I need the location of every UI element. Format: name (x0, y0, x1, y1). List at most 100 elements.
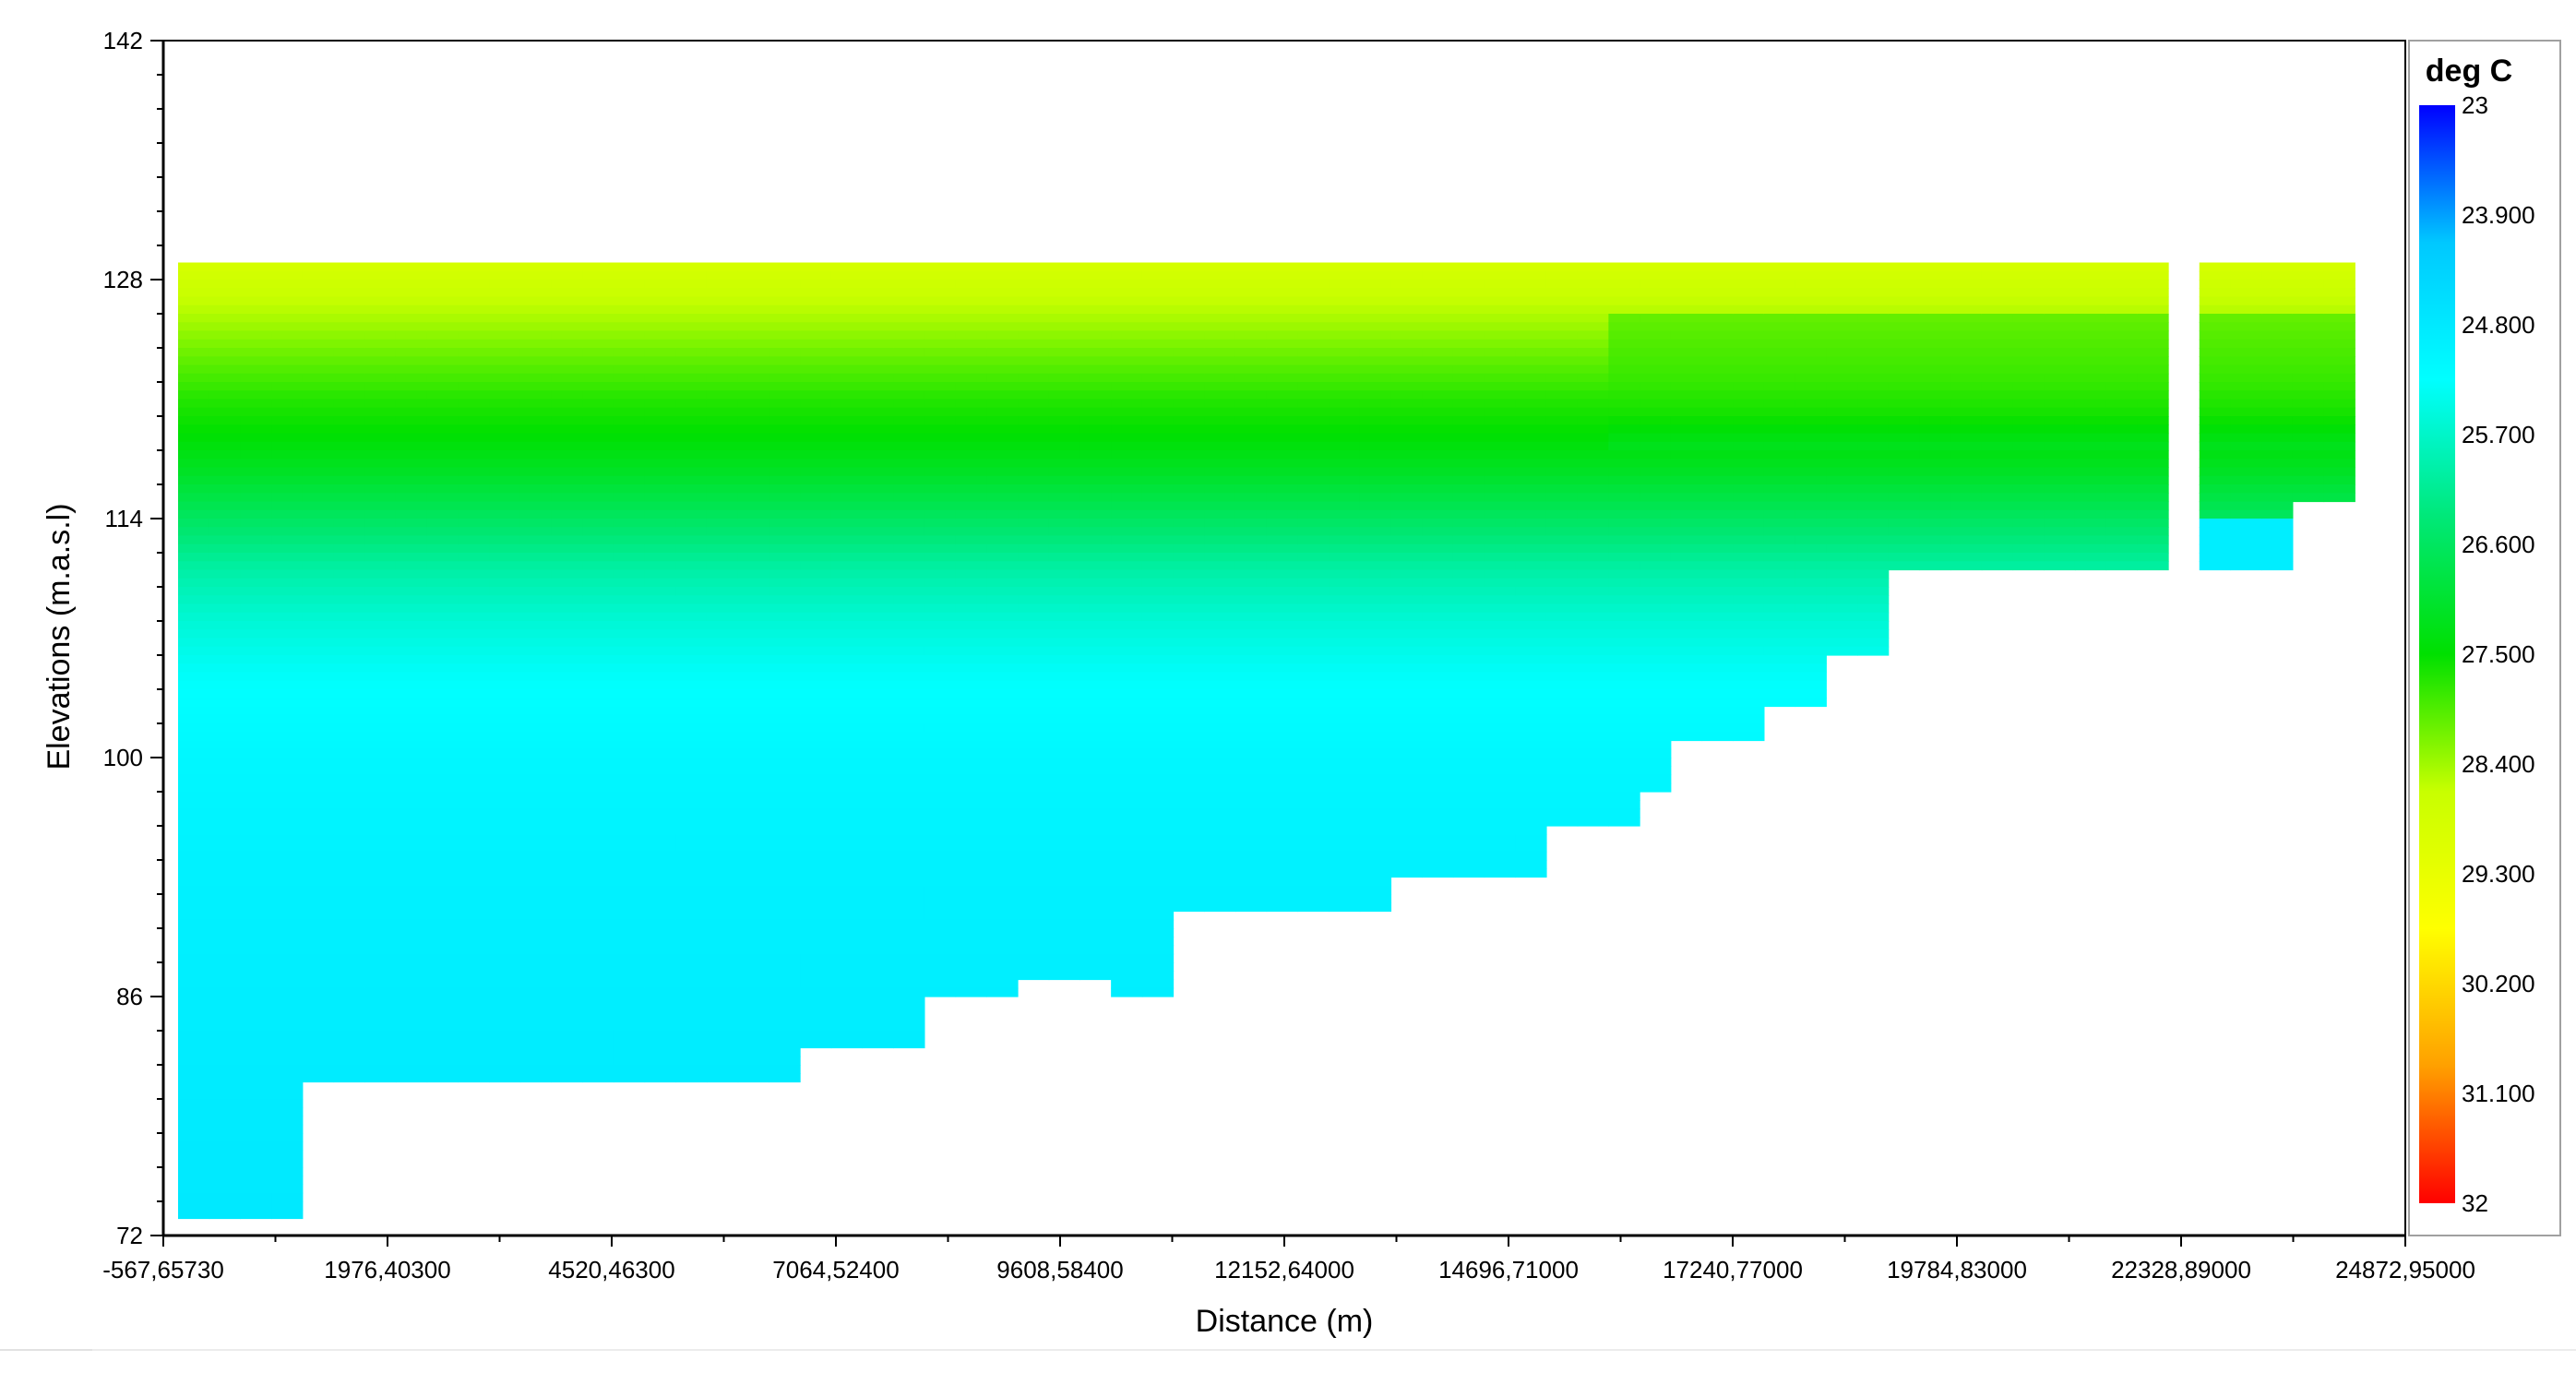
heatmap-cell (675, 441, 708, 451)
heatmap-cell (1919, 450, 1951, 460)
heatmap-cell (862, 364, 894, 375)
heatmap-cell (178, 680, 210, 690)
heatmap-cell (986, 808, 1019, 818)
heatmap-cell (955, 655, 987, 664)
heatmap-cell (178, 1013, 210, 1023)
heatmap-cell (1452, 270, 1485, 281)
heatmap-cell (1329, 348, 1361, 357)
heatmap-cell (2012, 441, 2045, 451)
heatmap-cell (426, 519, 459, 528)
heatmap-cell (178, 1150, 210, 1160)
heatmap-cell (613, 868, 646, 878)
heatmap-cell (551, 885, 583, 895)
heatmap-cell (1640, 758, 1672, 767)
heatmap-cell (458, 689, 490, 698)
heatmap-cell (1701, 373, 1734, 383)
heatmap-cell (1763, 450, 1796, 460)
heatmap-cell (1111, 587, 1143, 596)
heatmap-cell (489, 561, 521, 571)
heatmap-cell (489, 629, 521, 639)
heatmap-cell (333, 501, 365, 511)
heatmap-cell (706, 655, 739, 664)
heatmap-cell (955, 407, 987, 417)
heatmap-cell (1173, 766, 1205, 776)
heatmap-cell (1111, 399, 1143, 409)
heatmap-cell (271, 629, 304, 639)
heatmap-cell (1701, 732, 1734, 742)
heatmap-cell (924, 339, 957, 349)
heatmap-cell (240, 621, 272, 630)
heatmap-cell (1111, 382, 1143, 391)
heatmap-cell (2044, 288, 2076, 298)
heatmap-cell (489, 877, 521, 887)
heatmap-cell (519, 817, 553, 827)
heatmap-cell (1515, 441, 1547, 451)
heatmap-cell (209, 928, 242, 937)
heatmap-cell (800, 860, 832, 869)
heatmap-cell (209, 475, 242, 485)
heatmap-cell (644, 527, 676, 537)
heatmap-cell (1048, 262, 1081, 272)
heatmap-cell (2044, 553, 2076, 562)
heatmap-cell (1329, 322, 1361, 332)
heatmap-cell (1701, 714, 1734, 724)
heatmap-cell (395, 971, 428, 981)
heatmap-cell (1422, 782, 1454, 793)
heatmap-cell (519, 348, 553, 357)
heatmap-cell (1141, 330, 1175, 340)
heatmap-cell (1577, 314, 1609, 323)
heatmap-cell (240, 1005, 272, 1015)
heatmap-cell (706, 800, 739, 810)
heatmap-cell (458, 928, 490, 937)
heatmap-cell (364, 758, 397, 767)
heatmap-cell (1888, 450, 1921, 460)
heatmap-cell (1390, 808, 1423, 818)
heatmap-cell (706, 680, 739, 690)
heatmap-cell (830, 519, 864, 528)
heatmap-cell (1297, 296, 1330, 306)
heatmap-cell (955, 919, 987, 929)
heatmap-cell (458, 373, 490, 383)
heatmap-cell (1919, 484, 1951, 494)
heatmap-cell (1701, 723, 1734, 733)
heatmap-cell (1577, 433, 1609, 443)
heatmap-cell (582, 782, 614, 793)
heatmap-cell (706, 979, 739, 989)
heatmap-cell (1234, 578, 1268, 588)
heatmap-cell (364, 296, 397, 306)
heatmap-cell (1018, 706, 1050, 716)
heatmap-cell (644, 945, 676, 955)
heatmap-cell (302, 902, 335, 913)
heatmap-cell (1018, 407, 1050, 417)
heatmap-cell (458, 792, 490, 801)
heatmap-cell (644, 740, 676, 750)
heatmap-cell (769, 792, 801, 801)
heatmap-cell (2292, 288, 2325, 298)
heatmap-cell (1670, 484, 1703, 494)
heatmap-cell (737, 1021, 769, 1032)
heatmap-cell (1640, 680, 1672, 690)
heatmap-cell (1266, 322, 1298, 332)
heatmap-cell (271, 860, 304, 869)
heatmap-cell (489, 407, 521, 417)
heatmap-cell (1608, 723, 1640, 733)
heatmap-cell (1608, 399, 1640, 409)
heatmap-cell (1329, 330, 1361, 340)
heatmap-cell (893, 672, 925, 682)
heatmap-cell (426, 270, 459, 281)
heatmap-cell (1452, 612, 1485, 622)
heatmap-cell (675, 407, 708, 417)
heatmap-cell (1111, 766, 1143, 776)
heatmap-cell (1515, 399, 1547, 409)
heatmap-cell (271, 842, 304, 853)
heatmap-cell (644, 1047, 676, 1057)
heatmap-cell (1329, 885, 1361, 895)
heatmap-cell (706, 792, 739, 801)
heatmap-cell (1018, 663, 1050, 674)
heatmap-cell (1545, 450, 1579, 460)
heatmap-cell (426, 646, 459, 656)
heatmap-cell (1079, 304, 1112, 315)
heatmap-cell (458, 1039, 490, 1049)
heatmap-cell (1422, 663, 1454, 674)
heatmap-cell (706, 561, 739, 571)
